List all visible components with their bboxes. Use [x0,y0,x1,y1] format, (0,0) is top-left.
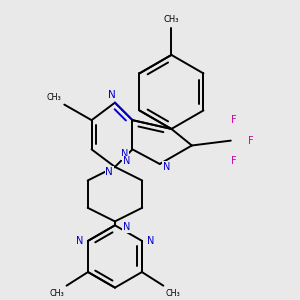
Text: N: N [123,156,130,166]
Text: N: N [105,167,113,177]
Text: N: N [76,236,83,246]
Text: CH₃: CH₃ [164,15,179,24]
Text: N: N [121,149,128,159]
Text: F: F [248,136,254,146]
Text: N: N [108,90,116,100]
Text: N: N [147,236,154,246]
Text: N: N [163,162,170,172]
Text: F: F [231,156,236,166]
Text: CH₃: CH₃ [165,289,180,298]
Text: F: F [231,115,236,125]
Text: CH₃: CH₃ [47,93,61,102]
Text: N: N [123,222,130,232]
Text: CH₃: CH₃ [50,289,64,298]
